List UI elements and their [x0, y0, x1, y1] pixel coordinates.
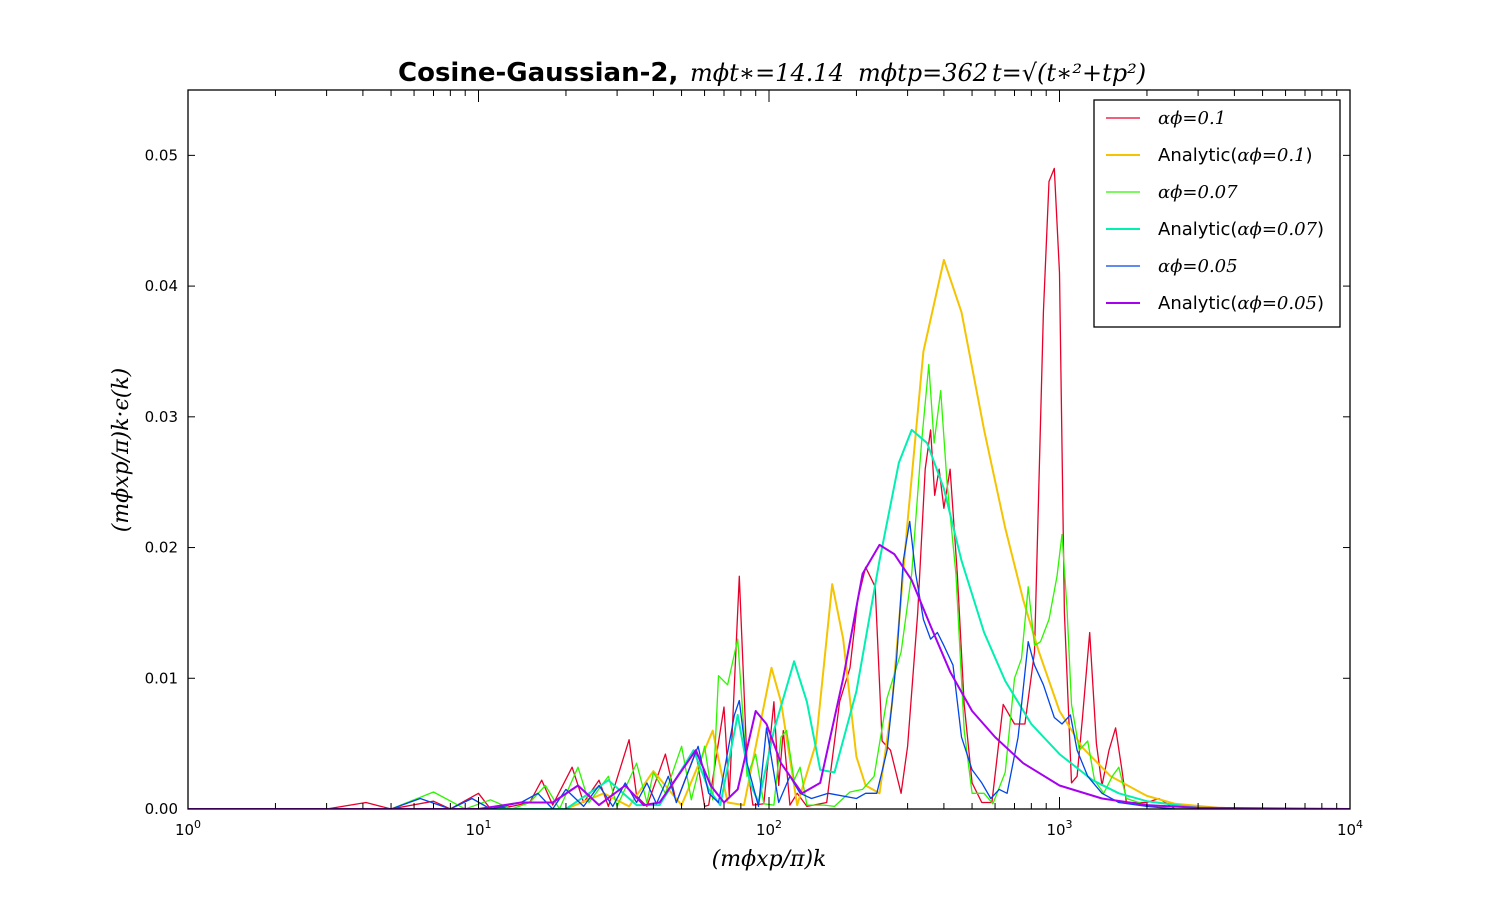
x-tick-label: 102: [756, 818, 782, 839]
title-math-3: t=√(t∗²+tp²): [992, 59, 1146, 87]
y-tick-label: 0.03: [145, 408, 178, 426]
y-axis-label: (mϕxp/π)k·ϵ(k): [109, 368, 134, 533]
y-tick-label: 0.02: [145, 539, 178, 557]
x-axis-label: (mϕxp/π)k: [712, 847, 827, 872]
legend-label: αϕ=0.07: [1158, 182, 1238, 203]
legend: αϕ=0.1 Analytic(αϕ=0.1) αϕ=0.07 Analytic(αϕ…: [1093, 99, 1341, 328]
legend-label: αϕ=0.05: [1158, 256, 1238, 277]
x-tick-label: 104: [1337, 818, 1363, 839]
legend-label: Analytic(αϕ=0.1): [1158, 145, 1313, 166]
series-line-1: [188, 258, 1350, 809]
y-tick-label: 0.01: [145, 669, 178, 687]
tick-layer: 0.00 0.01 0.02 0.03 0.04 0.05 100 101 102 103 104: [145, 90, 1363, 839]
y-tick-label: 0.05: [145, 146, 178, 164]
series-layer: [188, 167, 1350, 809]
legend-label: αϕ=0.1: [1158, 108, 1226, 129]
series-line-3: [188, 428, 1350, 809]
legend-box: [1093, 99, 1341, 328]
y-tick-label: 0.00: [145, 800, 178, 818]
series-line-5: [188, 543, 1350, 809]
title-math-1: mϕt∗=14.14: [690, 59, 844, 87]
x-tick-label: 103: [1046, 818, 1072, 839]
legend-label: Analytic(αϕ=0.05): [1158, 293, 1324, 314]
series-line-4: [188, 520, 1350, 809]
title-math-2: mϕtp=362: [858, 59, 988, 87]
x-tick-label: 101: [465, 818, 491, 839]
x-tick-label: 100: [175, 818, 201, 839]
legend-label: Analytic(αϕ=0.07): [1158, 219, 1324, 240]
title-bold: Cosine-Gaussian-2,: [398, 58, 678, 88]
y-tick-label: 0.04: [145, 277, 178, 295]
chart-title: Cosine-Gaussian-2, mϕt∗=14.14 mϕtp=362 t…: [398, 58, 1146, 88]
